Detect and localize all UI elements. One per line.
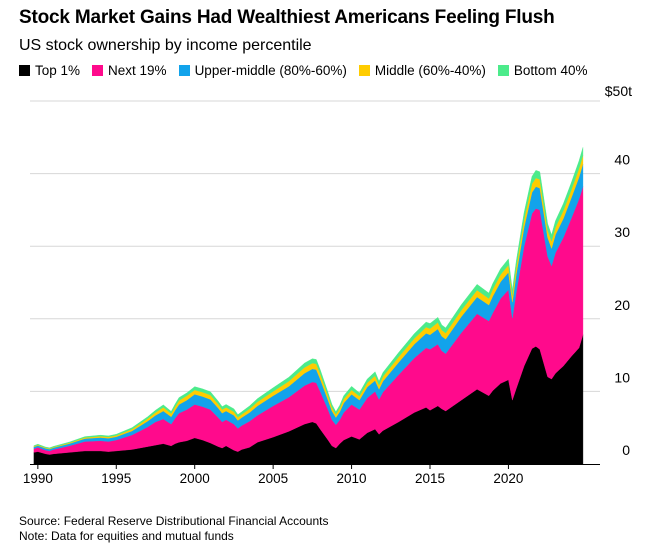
legend-swatch-bottom-40 xyxy=(497,65,509,76)
legend-item-upper-middle: Upper-middle (80%-60%) xyxy=(178,63,347,78)
x-tick-label-2015: 2015 xyxy=(415,471,445,486)
legend-item-next-19: Next 19% xyxy=(92,63,167,78)
x-tick-label-2000: 2000 xyxy=(180,471,210,486)
legend-item-middle: Middle (60%-40%) xyxy=(358,63,486,78)
chart-subtitle: US stock ownership by income percentile xyxy=(19,37,312,54)
area-series-4 xyxy=(33,147,584,449)
legend-label-upper-middle: Upper-middle (80%-60%) xyxy=(194,63,347,78)
x-tick-label-2010: 2010 xyxy=(337,471,367,486)
legend-item-top-1: Top 1% xyxy=(19,63,80,78)
y-tick-label-30: 30 xyxy=(614,224,630,240)
y-tick-label-20: 20 xyxy=(614,297,630,313)
x-tick-label-1990: 1990 xyxy=(23,471,53,486)
legend-swatch-top-1 xyxy=(19,65,30,76)
legend-item-bottom-40: Bottom 40% xyxy=(497,63,588,78)
chart-source-notes: Source: Federal Reserve Distributional F… xyxy=(19,514,328,544)
y-tick-label-40: 40 xyxy=(614,152,630,168)
x-tick-label-2020: 2020 xyxy=(493,471,523,486)
y-tick-label-10: 10 xyxy=(614,369,630,385)
source-line: Source: Federal Reserve Distributional F… xyxy=(19,514,329,528)
note-line: Note: Data for equities and mutual funds xyxy=(19,529,234,543)
legend-label-bottom-40: Bottom 40% xyxy=(513,63,588,78)
y-axis-unit-label: $50t xyxy=(604,83,632,99)
legend-label-middle: Middle (60%-40%) xyxy=(374,63,486,78)
chart-title: Stock Market Gains Had Wealthiest Americ… xyxy=(19,7,555,28)
y-tick-label-0: 0 xyxy=(622,442,630,458)
legend-label-next-19: Next 19% xyxy=(108,63,167,78)
legend-swatch-middle xyxy=(358,65,370,76)
x-tick-label-1995: 1995 xyxy=(101,471,131,486)
legend-swatch-next-19 xyxy=(92,65,104,76)
legend-swatch-upper-middle xyxy=(178,65,190,76)
legend-label-top-1: Top 1% xyxy=(35,63,81,78)
chart-legend: Top 1% Next 19% Upper-middle (80%-60%) M… xyxy=(19,63,587,78)
x-tick-label-2005: 2005 xyxy=(258,471,288,486)
